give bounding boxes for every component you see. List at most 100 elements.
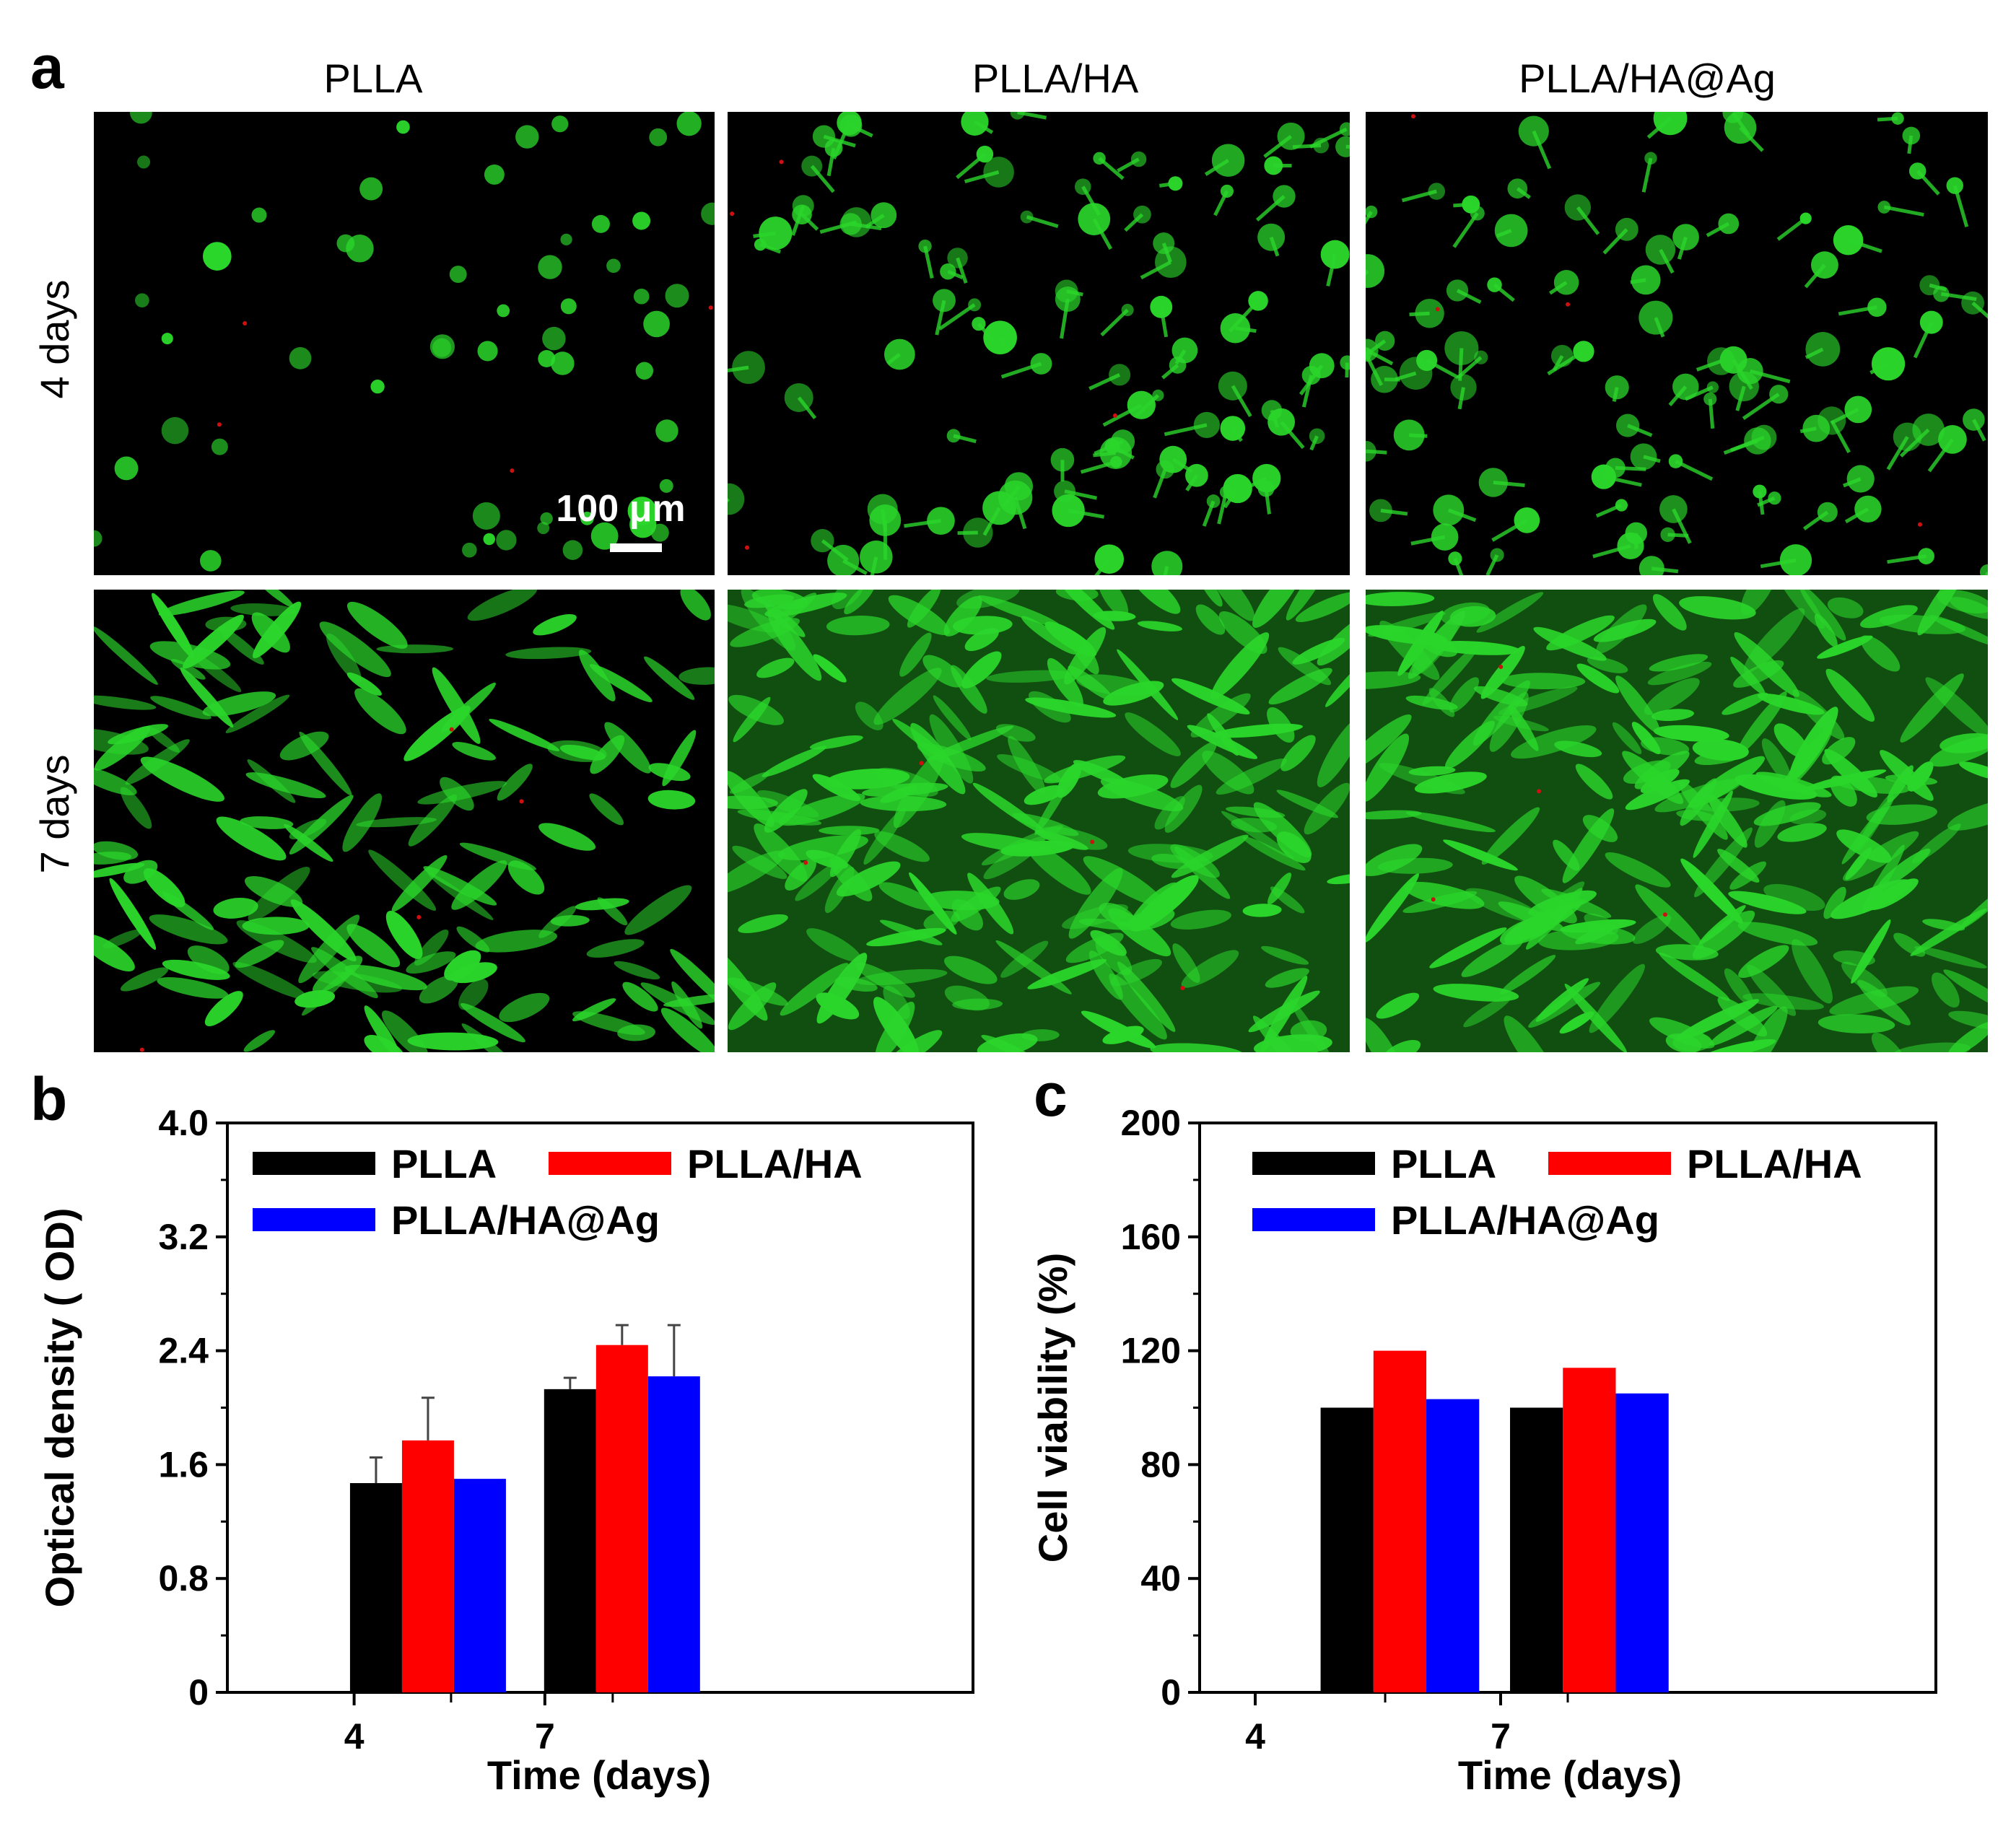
spread-cell: [977, 595, 1061, 627]
micrograph-plla-ha-ag-7-days: [1366, 590, 1988, 1052]
spread-cell: [225, 694, 290, 733]
spread-cell: [1252, 590, 1304, 629]
cell-process: [1452, 212, 1479, 248]
spread-cell: [1278, 647, 1332, 686]
cell-process: [1409, 311, 1430, 317]
cell-process: [1068, 509, 1104, 519]
spread-cell: [648, 763, 691, 782]
cell-process: [1280, 421, 1305, 450]
cell-process: [1410, 535, 1446, 546]
cell-process: [977, 323, 995, 343]
spread-cell: [826, 616, 890, 636]
cell-process: [1098, 157, 1125, 180]
spread-cell: [586, 939, 645, 958]
spread-cell: [1932, 972, 1960, 1008]
spread-cell: [1830, 879, 1912, 919]
cell-process: [998, 336, 1009, 354]
cell-process: [1204, 159, 1229, 176]
cell-process: [1651, 567, 1679, 574]
y-axis-title: Cell viability (%): [1030, 1253, 1075, 1562]
spread-cell: [247, 759, 296, 803]
spread-cell: [1187, 725, 1258, 759]
cell-process: [1456, 289, 1482, 305]
cell-process: [728, 365, 749, 372]
spread-cell: [1429, 927, 1507, 969]
live-cell: [655, 419, 678, 442]
spread-cell: [1501, 673, 1586, 689]
cell-process: [1457, 356, 1483, 380]
live-cell: [137, 155, 151, 169]
cell-process: [850, 222, 882, 231]
spread-cell: [1678, 780, 1728, 840]
spread-cell: [149, 914, 228, 945]
spread-cell: [952, 616, 1013, 635]
y-tick-label: 3.2: [158, 1217, 209, 1257]
spread-cell: [1960, 883, 1988, 930]
spread-cell: [1408, 766, 1456, 777]
live-cell: [560, 298, 577, 315]
spread-cell: [1027, 958, 1107, 989]
cell-process: [1231, 385, 1252, 417]
cell-process: [1802, 510, 1829, 530]
spread-cell: [1763, 883, 1825, 912]
spread-cell: [1286, 590, 1327, 621]
spread-cell: [1428, 688, 1455, 717]
spread-cell: [762, 746, 827, 777]
spread-cell: [832, 590, 864, 610]
spread-cell: [1242, 836, 1306, 871]
live-cell: [449, 266, 467, 284]
cell-process: [1134, 394, 1160, 418]
dead-cell: [416, 914, 422, 919]
cell-process: [1612, 387, 1619, 402]
cell-process: [1457, 387, 1465, 410]
live-cell: [1052, 494, 1085, 528]
legend-swatch-plla-ha-ag: [253, 1208, 375, 1231]
spread-cell: [1422, 644, 1480, 705]
spread-cell: [795, 861, 841, 901]
spread-cell: [729, 771, 770, 794]
cell-process: [1255, 195, 1286, 222]
cell-process: [923, 245, 934, 279]
spread-cell: [218, 626, 264, 665]
dead-cell: [1180, 986, 1185, 991]
cell-process: [1971, 301, 1988, 319]
spread-cell: [578, 650, 616, 701]
spread-cell: [816, 992, 860, 1020]
cell-process: [1654, 317, 1665, 338]
spread-cell: [507, 860, 545, 895]
spread-cell: [1647, 661, 1712, 686]
cell-process: [1952, 185, 1969, 227]
cell-process: [1301, 375, 1314, 408]
spread-cell: [1949, 597, 1988, 619]
cell-process: [1592, 543, 1631, 559]
spread-cell: [1280, 735, 1316, 771]
y-tick-label: 160: [1121, 1217, 1181, 1257]
legend-swatch-plla-ha-ag: [1252, 1208, 1375, 1231]
spread-cell: [1792, 689, 1845, 740]
cell-process: [1161, 364, 1179, 380]
spread-cell: [152, 593, 195, 659]
legend-swatch-plla-ha: [1548, 1152, 1671, 1175]
cell-process: [1026, 215, 1059, 229]
cell-process: [1886, 436, 1909, 471]
dead-cell: [510, 468, 515, 473]
live-cell: [635, 362, 654, 380]
spread-cell: [879, 919, 943, 945]
spread-cell: [346, 672, 382, 696]
live-cell: [477, 341, 498, 362]
spread-cell: [1190, 693, 1251, 738]
cell-process: [886, 353, 901, 365]
spread-cell: [1164, 784, 1203, 833]
spread-cell: [94, 725, 151, 771]
cell-process: [1927, 438, 1954, 473]
spread-cell: [254, 590, 294, 608]
cell-process: [1345, 362, 1349, 378]
live-cell: [643, 310, 670, 338]
spread-cell: [149, 641, 231, 670]
spread-cell: [732, 845, 787, 879]
spread-cell: [497, 764, 533, 801]
live-cell: [1478, 468, 1509, 497]
dead-cell: [217, 422, 222, 427]
spread-cell: [450, 962, 497, 984]
spread-cell: [1405, 811, 1496, 833]
